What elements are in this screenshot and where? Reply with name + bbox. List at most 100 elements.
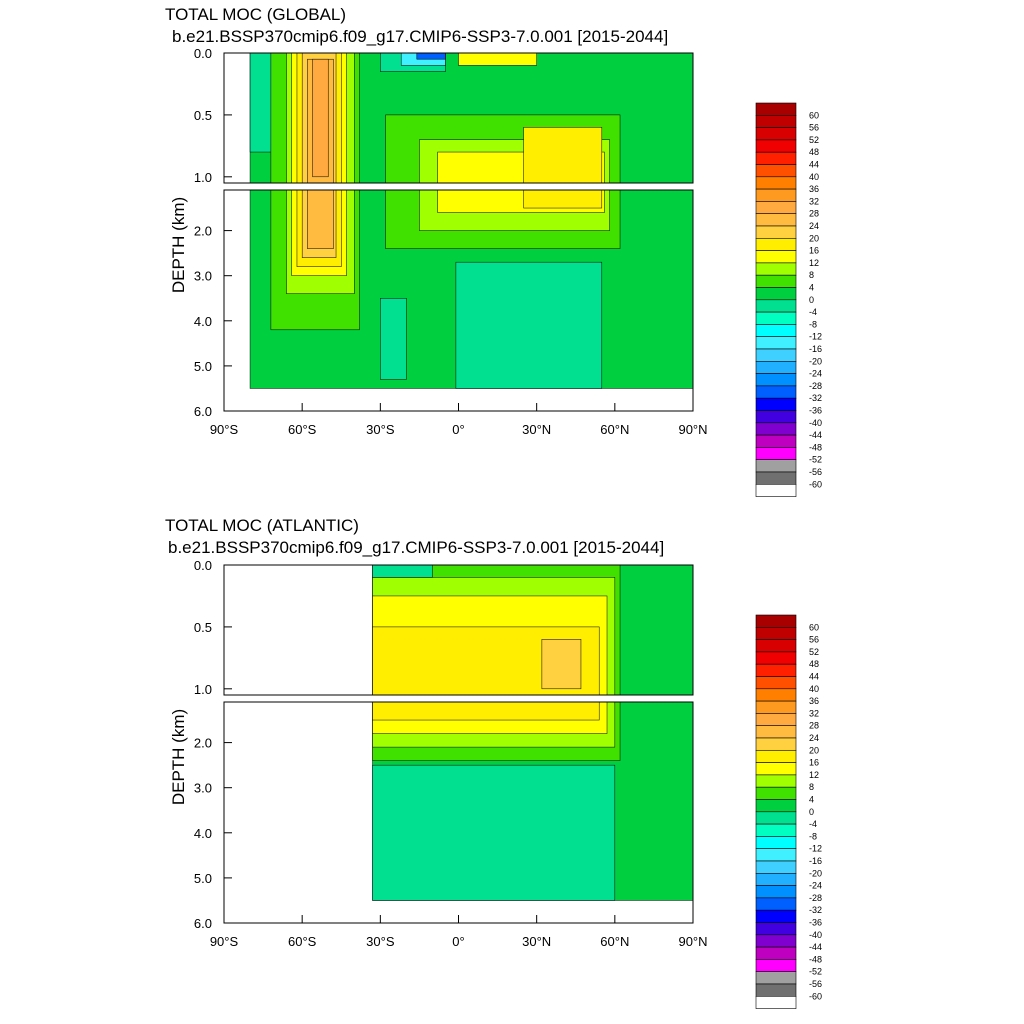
colorbar-box [755, 299, 797, 313]
x-tick-label: 60°N [600, 422, 629, 437]
colorbar-box [755, 336, 797, 350]
colorbar-label: -48 [809, 442, 822, 452]
colorbar-label: -36 [809, 918, 822, 928]
x-tick-label: 30°S [366, 934, 395, 949]
colorbar-box [755, 176, 797, 190]
colorbar-label: -20 [809, 356, 822, 366]
y-tick-label: 1.0 [194, 170, 212, 185]
colorbar-label: 36 [809, 696, 819, 706]
colorbar-box [755, 971, 797, 985]
y-tick-label: 0.5 [194, 108, 212, 123]
colorbar-box [755, 614, 797, 628]
colorbar-label: -12 [809, 844, 822, 854]
colorbar-box [755, 786, 797, 800]
x-tick-label: 30°N [522, 422, 551, 437]
colorbar-label: 44 [809, 160, 819, 170]
colorbar-box [755, 811, 797, 825]
colorbar-label: 0 [809, 295, 814, 305]
x-tick-label: 90°N [678, 934, 707, 949]
colorbar-label: 36 [809, 184, 819, 194]
colorbar-label: 8 [809, 270, 814, 280]
y-tick-label: 6.0 [194, 404, 212, 419]
colorbar-label: -60 [809, 991, 822, 1001]
colorbar-box [755, 663, 797, 677]
colorbar-box [755, 749, 797, 763]
contour-region [372, 702, 600, 721]
x-tick-label: 0° [452, 422, 464, 437]
colorbar-box [755, 164, 797, 178]
colorbar-label: 44 [809, 672, 819, 682]
y-tick-label: 2.0 [194, 224, 212, 239]
colorbar-box [755, 127, 797, 141]
colorbar-box [755, 373, 797, 387]
colorbar-box [755, 639, 797, 653]
colorbar-box [755, 725, 797, 739]
colorbar-label: 40 [809, 172, 819, 182]
y-tick-label: 1.0 [194, 682, 212, 697]
lower-depth-field [372, 702, 693, 901]
colorbar-label: -20 [809, 868, 822, 878]
colorbar-box [755, 872, 797, 886]
colorbar-label: 4 [809, 283, 814, 293]
x-tick-label: 0° [452, 934, 464, 949]
colorbar-box [755, 946, 797, 960]
colorbar-label: 20 [809, 233, 819, 243]
y-tick-label: 3.0 [194, 269, 212, 284]
colorbar-box [755, 774, 797, 788]
colorbar-box [755, 983, 797, 997]
upper-frame [223, 564, 694, 696]
contour-region [541, 639, 582, 690]
colorbar-box [755, 360, 797, 374]
colorbar-label: 48 [809, 147, 819, 157]
colorbar-box [755, 287, 797, 301]
colorbar-box [755, 909, 797, 923]
colorbar-label: -4 [809, 819, 817, 829]
colorbar-label: 4 [809, 795, 814, 805]
upper-depth-field [249, 53, 693, 183]
colorbar-label: 8 [809, 782, 814, 792]
x-tick-label: 90°S [210, 422, 239, 437]
colorbar-box [755, 188, 797, 202]
colorbar-box [755, 700, 797, 714]
colorbar-label: -8 [809, 319, 817, 329]
colorbar-label: 56 [809, 123, 819, 133]
contour-region [380, 297, 407, 380]
colorbar-box [755, 311, 797, 325]
upper-depth-field [372, 565, 693, 695]
colorbar-label: 60 [809, 110, 819, 120]
colorbar-box [755, 410, 797, 424]
colorbar-box [755, 238, 797, 251]
colorbar-box [755, 102, 797, 116]
colorbar-label: 52 [809, 135, 819, 145]
colorbar-label: -48 [809, 954, 822, 964]
colorbar-label: -40 [809, 930, 822, 940]
colorbar-box [755, 713, 797, 727]
colorbar-label: 12 [809, 770, 819, 780]
global-moc-panel: TOTAL MOC (GLOBAL) b.e21.BSSP370cmip6.f0… [165, 5, 822, 497]
colorbar-box [755, 823, 797, 837]
colorbar-box [755, 934, 797, 948]
colorbar-box [755, 799, 797, 813]
colorbar-label: 32 [809, 196, 819, 206]
colorbar-label: 56 [809, 635, 819, 645]
y-axis-title: DEPTH (km) [169, 197, 188, 293]
colorbar-label: 24 [809, 221, 819, 231]
colorbar-box [755, 762, 797, 776]
y-tick-label: 4.0 [194, 826, 212, 841]
colorbar-label: -8 [809, 831, 817, 841]
colorbar-label: 16 [809, 246, 819, 256]
x-tick-label: 60°N [600, 934, 629, 949]
colorbar-label: 52 [809, 647, 819, 657]
y-tick-label: 6.0 [194, 916, 212, 931]
colorbar-box [755, 151, 797, 165]
colorbar-label: 28 [809, 209, 819, 219]
colorbar-box [755, 676, 797, 690]
atlantic-moc-panel: TOTAL MOC (ATLANTIC) b.e21.BSSP370cmip6.… [165, 516, 822, 1009]
colorbar-label: -4 [809, 307, 817, 317]
colorbar-box [755, 115, 797, 128]
colorbar: 60565248444036322824201612840-4-8-12-16-… [755, 614, 822, 1009]
colorbar-label: 12 [809, 258, 819, 268]
colorbar-label: -32 [809, 905, 822, 915]
colorbar-label: 20 [809, 745, 819, 755]
